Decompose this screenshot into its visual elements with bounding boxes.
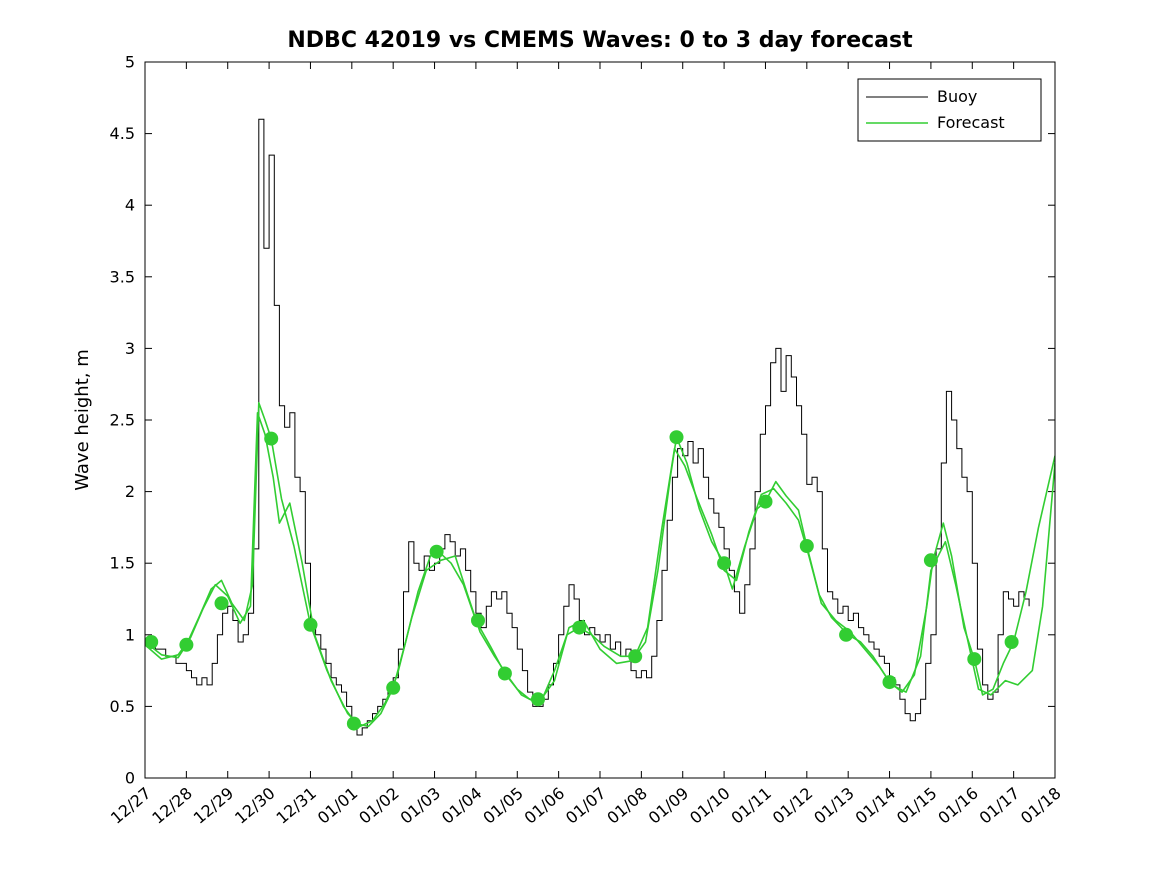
forecast-marker <box>471 613 485 628</box>
y-tick-label: 4 <box>125 196 135 215</box>
y-tick-label: 5 <box>125 53 135 72</box>
forecast-marker <box>967 652 982 667</box>
forecast-marker <box>839 627 854 642</box>
legend: Buoy Forecast <box>857 78 1042 142</box>
y-tick-label: 2 <box>125 482 135 501</box>
forecast-marker <box>628 649 643 664</box>
x-tick-label: 01/16 <box>934 784 982 828</box>
y-tick-label: 1.5 <box>110 554 135 573</box>
forecast-marker <box>531 692 545 707</box>
forecast-marker <box>214 596 229 611</box>
forecast-marker <box>497 666 512 681</box>
x-tick-label: 01/07 <box>562 784 610 828</box>
x-tick-label: 12/28 <box>148 784 196 828</box>
x-tick-label: 01/13 <box>810 784 858 828</box>
x-tick-label: 01/08 <box>603 784 651 828</box>
plot-area: 12/2712/2812/2912/3012/3101/0101/0201/03… <box>107 53 1065 828</box>
y-tick-label: 0.5 <box>110 697 135 716</box>
x-tick-label: 01/09 <box>645 784 693 828</box>
x-tick-label: 12/30 <box>231 784 279 828</box>
forecast-marker <box>386 680 401 695</box>
x-tick-label: 01/18 <box>1017 784 1065 828</box>
forecast-marker <box>799 539 814 553</box>
x-tick-label: 01/15 <box>893 784 941 828</box>
x-tick-label: 01/11 <box>727 784 775 828</box>
forecast-marker <box>264 431 279 446</box>
y-axis-label: Wave height, m <box>72 349 93 490</box>
forecast-marker <box>669 430 684 445</box>
forecast-run-1-line <box>145 401 1055 728</box>
y-tick-label: 0 <box>125 769 135 788</box>
legend-forecast-label: Forecast <box>937 113 1005 132</box>
series-layer <box>145 118 1055 736</box>
x-tick-label: 01/06 <box>521 784 569 828</box>
forecast-marker <box>346 716 361 731</box>
y-tick-label: 3.5 <box>110 267 135 286</box>
x-tick-label: 01/01 <box>314 784 362 828</box>
x-tick-label: 01/02 <box>355 784 403 828</box>
legend-buoy-label: Buoy <box>937 87 977 106</box>
chart-title: NDBC 42019 vs CMEMS Waves: 0 to 3 day fo… <box>287 28 913 53</box>
axes-box <box>144 61 1056 779</box>
x-tick-label: 01/04 <box>438 784 486 828</box>
forecast-marker <box>882 675 897 690</box>
x-tick-label: 01/17 <box>976 784 1024 828</box>
x-tick-label: 01/10 <box>686 784 734 828</box>
forecast-marker <box>303 617 318 632</box>
x-tick-label: 01/05 <box>479 784 527 828</box>
forecast-marker <box>758 494 773 509</box>
y-tick-label: 2.5 <box>110 411 135 430</box>
forecast-marker <box>572 620 587 635</box>
x-tick-label: 01/14 <box>852 784 900 828</box>
forecast-marker <box>717 556 732 571</box>
forecast-marker <box>145 635 159 649</box>
forecast-marker <box>923 553 938 568</box>
buoy-line <box>145 118 1030 736</box>
forecast-run-2-line <box>145 411 1055 728</box>
y-tick-label: 3 <box>125 339 135 358</box>
x-tick-label: 12/27 <box>107 784 155 828</box>
x-tick-label: 01/03 <box>397 784 445 828</box>
forecast-marker <box>179 637 194 652</box>
x-tick-label: 12/31 <box>272 784 320 828</box>
y-tick-label: 4.5 <box>110 124 135 143</box>
forecast-marker <box>429 544 444 559</box>
x-tick-label: 12/29 <box>190 784 238 828</box>
forecast-marker <box>1004 635 1019 649</box>
y-tick-label: 1 <box>125 625 135 644</box>
legend-box <box>857 78 1042 142</box>
x-tick-label: 01/12 <box>769 784 817 828</box>
